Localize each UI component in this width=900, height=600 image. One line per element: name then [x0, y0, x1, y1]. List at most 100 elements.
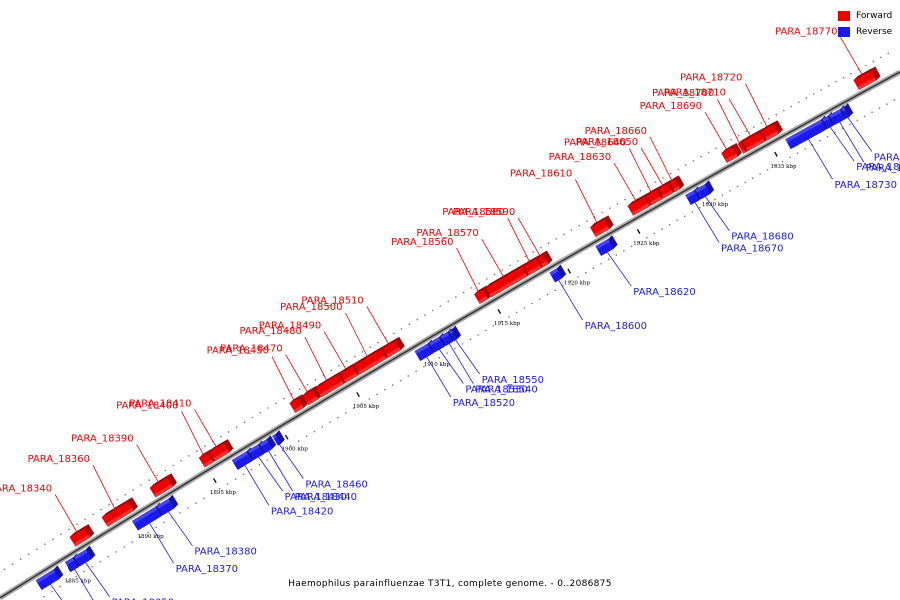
spacer-dot [789, 156, 791, 159]
spacer-dot [11, 563, 14, 565]
leader-line [507, 218, 531, 263]
spacer-dot [107, 556, 109, 558]
spacer-dot [337, 416, 339, 419]
leader-line [640, 147, 664, 187]
gene-highlight [765, 130, 779, 141]
spacer-dot [700, 155, 702, 158]
tick-mark [636, 228, 641, 234]
gene-label: PARA_18400 [116, 400, 178, 411]
axis-line [0, 71, 900, 599]
spacer-dot [500, 320, 503, 323]
leader-line [606, 251, 632, 287]
gene-side-face [658, 179, 672, 189]
spacer-dot [737, 134, 740, 137]
spacer-dot [531, 302, 533, 305]
spacer-dot [59, 585, 61, 588]
spacer-dot [569, 280, 572, 283]
spacer-dot [805, 97, 808, 99]
gene-highlight [319, 380, 344, 398]
gene-highlight [440, 332, 449, 340]
spacer-dot [721, 194, 724, 196]
leader-line [847, 117, 873, 152]
spacer-dot [84, 518, 86, 521]
spacer-dot [291, 393, 293, 395]
tick-mark [567, 268, 572, 274]
gene-highlight [156, 498, 171, 509]
gene-label: PARA_18520 [453, 398, 515, 409]
gene-end-face [674, 175, 685, 189]
spacer-dot [368, 398, 371, 400]
gene-side-face [302, 385, 317, 396]
gene-label: PARA_18390 [71, 434, 133, 445]
gene-highlight [213, 449, 230, 462]
spacer-dot [313, 430, 316, 433]
leader-line [271, 356, 295, 401]
gene-end-face [312, 385, 323, 400]
gene-label: PARA_18700 [652, 88, 714, 99]
spacer-dot [164, 469, 166, 472]
spacer-dot [798, 101, 800, 104]
spacer-dot [220, 435, 222, 438]
gene-highlight [132, 506, 158, 524]
tick-label: 1930 kbp [702, 202, 729, 208]
gene-highlight [478, 296, 489, 304]
spacer-dot [707, 151, 710, 154]
gene-highlight [414, 343, 430, 354]
gene-end-face [773, 120, 783, 134]
spacer-dot [668, 224, 671, 226]
spacer-dot [447, 300, 450, 303]
spacer-dot [871, 111, 873, 113]
spacer-dot [715, 147, 717, 149]
gene-highlight [428, 337, 441, 346]
spacer-dot [706, 202, 709, 205]
spacer-dot [360, 402, 363, 405]
leader-line [244, 465, 270, 506]
spacer-dot [775, 113, 778, 116]
spacer-dot [376, 393, 378, 396]
spacer-dot [353, 355, 356, 358]
spacer-dot [92, 513, 94, 516]
spacer-dot [116, 498, 118, 501]
tick-label: 1895 kbp [210, 490, 237, 496]
gene-label: PARA_18650 [576, 137, 638, 148]
spacer-dot [563, 233, 565, 236]
spacer-dot [100, 508, 102, 511]
gene-label: PARA_18630 [549, 152, 611, 163]
spacer-dot [865, 64, 867, 67]
gene-label: PARA_18720 [680, 73, 742, 84]
leader-line [74, 569, 94, 600]
gene-label: PARA_18340 [0, 484, 52, 495]
leader-line [345, 312, 368, 358]
spacer-dot [819, 140, 821, 142]
tick-label: 1925 kbp [633, 241, 660, 247]
spacer-dot [321, 426, 324, 428]
gene-side-face [853, 66, 876, 81]
spacer-dot [624, 198, 626, 201]
spacer-dot [439, 305, 442, 307]
gene-label: PARA_18690 [640, 101, 702, 112]
gene-end-face [704, 180, 715, 194]
spacer-dot [546, 293, 549, 296]
spacer-dot [585, 271, 587, 274]
tick-mark [284, 434, 289, 440]
gene-side-face [590, 215, 609, 228]
tick-label: 1920 kbp [564, 281, 591, 287]
spacer-dot [424, 314, 426, 316]
spacer-dot [384, 388, 386, 391]
gene-label: PARA_18680 [731, 232, 793, 243]
spacer-dot [804, 148, 806, 150]
spacer-dot [330, 369, 333, 372]
gene-block [69, 527, 91, 547]
gene-highlight [685, 190, 696, 198]
gene-label: PARA_18660 [585, 126, 647, 137]
spacer-dot [43, 595, 45, 598]
gene-highlight [549, 268, 559, 276]
gene-highlight [725, 153, 738, 163]
gene-label: PARA_18480 [239, 326, 301, 337]
spacer-dot [131, 541, 133, 543]
gene-side-face [69, 524, 89, 537]
spacer-dot [630, 245, 633, 248]
tick-label: 1910 kbp [424, 362, 451, 368]
gene-label: PARA_18500 [280, 302, 342, 313]
spacer-dot [493, 273, 496, 276]
